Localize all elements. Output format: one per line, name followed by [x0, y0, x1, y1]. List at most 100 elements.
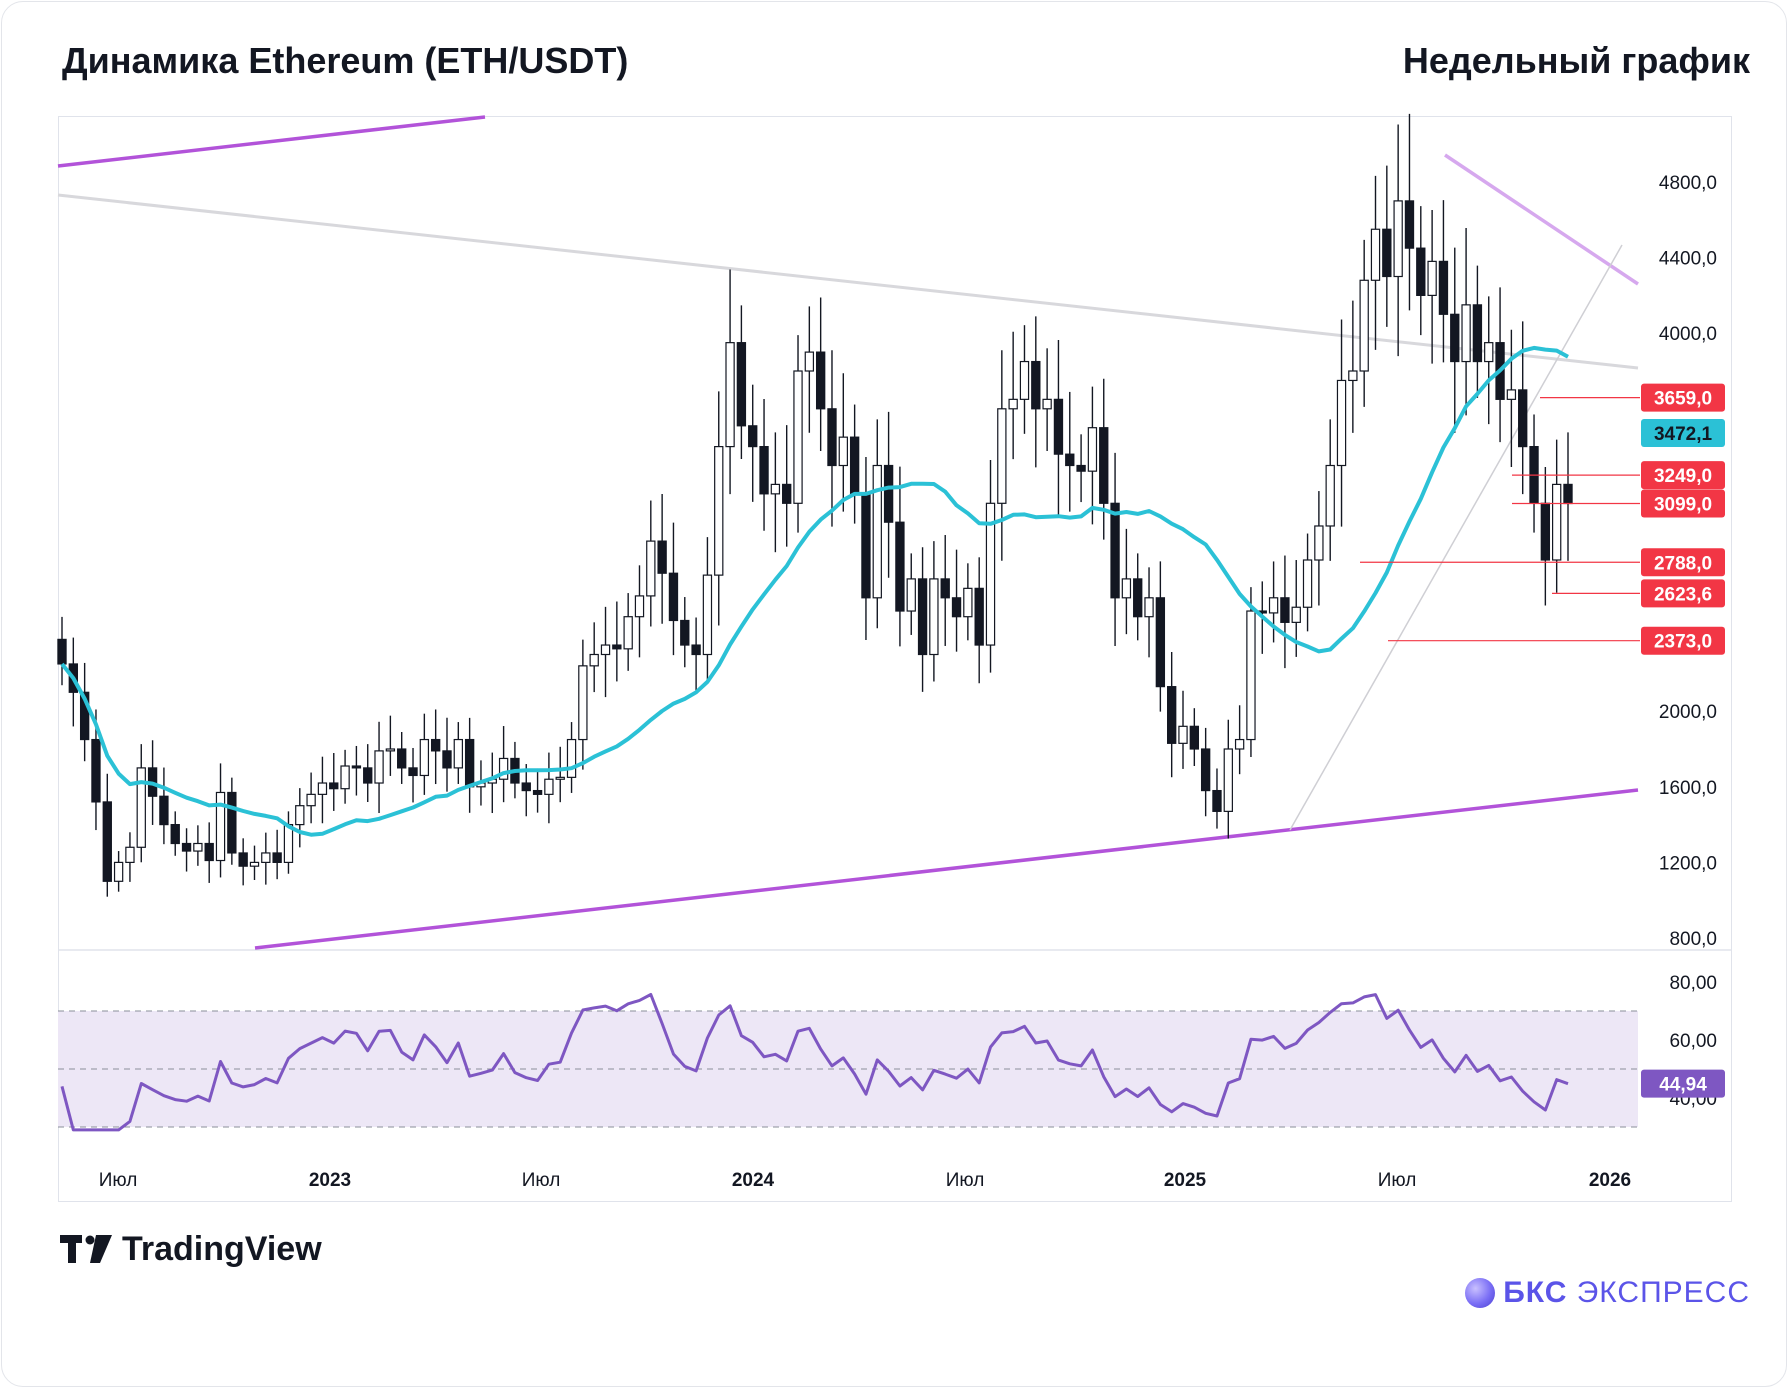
- candle-body: [363, 767, 373, 784]
- candle-body: [736, 342, 747, 427]
- level-label-2623,6: 2623,6: [1654, 584, 1712, 605]
- candle-body: [940, 578, 950, 599]
- candle-body: [895, 521, 905, 612]
- chart-title: Динамика Ethereum (ETH/USDT): [62, 40, 629, 81]
- candle-body: [815, 351, 826, 410]
- candle-body: [1099, 427, 1109, 504]
- candle-body: [1178, 725, 1188, 744]
- candle-body: [408, 767, 418, 777]
- candle-body: [1450, 313, 1460, 363]
- candle-body: [985, 502, 996, 646]
- candle-body: [340, 765, 350, 790]
- candle-body: [759, 446, 769, 495]
- candle-body: [714, 446, 724, 576]
- time-tick-Июл: Июл: [99, 1170, 138, 1191]
- level-label-3099,0: 3099,0: [1654, 494, 1712, 515]
- candle-body: [170, 823, 180, 845]
- candle-body: [317, 782, 328, 795]
- bcs-brand-light: ЭКСПРЕСС: [1576, 1276, 1750, 1309]
- candle-body: [159, 795, 169, 826]
- candle-body: [102, 801, 112, 882]
- candle-body: [79, 691, 90, 741]
- candle-body: [691, 644, 701, 656]
- candle-body: [1053, 398, 1064, 455]
- candle-body: [1325, 464, 1335, 527]
- candle-body: [1144, 597, 1154, 618]
- rsi-tick-60,00: 60,00: [1669, 1031, 1717, 1052]
- price-tick-4400,0: 4400,0: [1659, 249, 1717, 270]
- candle-body: [1336, 379, 1347, 467]
- candle-body: [578, 665, 588, 741]
- candle-body: [136, 767, 146, 848]
- resistance-line: [57, 193, 1639, 370]
- candle-body: [1314, 525, 1324, 561]
- rsi-value-label: 44,94: [1659, 1075, 1707, 1096]
- level-label-2373,0: 2373,0: [1654, 632, 1712, 653]
- candle-body: [974, 587, 984, 646]
- candle-body: [951, 597, 962, 618]
- candle-body: [238, 852, 248, 867]
- candle-body: [1268, 597, 1279, 614]
- candle-body: [193, 842, 203, 852]
- candle-body: [1234, 738, 1245, 750]
- level-label-3249,0: 3249,0: [1654, 466, 1712, 487]
- rising-trendline: [1289, 244, 1623, 831]
- candle-body: [589, 653, 599, 667]
- rsi-value-bg: [1641, 1069, 1725, 1098]
- candle-body: [1019, 360, 1030, 400]
- candle-body: [1291, 606, 1301, 623]
- candle-body: [657, 540, 667, 574]
- candle-body: [1076, 464, 1086, 472]
- candle-body: [295, 805, 305, 826]
- candle-body: [272, 852, 282, 864]
- candle-body: [249, 861, 260, 867]
- time-tick-Июл: Июл: [1378, 1170, 1417, 1191]
- bcs-express-logo: БКС ЭКСПРЕСС: [1465, 1276, 1750, 1310]
- candle-body: [1031, 360, 1041, 410]
- candle-body: [861, 493, 871, 599]
- candle-body: [770, 483, 781, 495]
- price-tick-800,0: 800,0: [1669, 929, 1717, 950]
- price-tick-4800,0: 4800,0: [1659, 173, 1717, 194]
- price-tick-1200,0: 1200,0: [1659, 853, 1717, 874]
- candle-body: [1506, 389, 1517, 400]
- candle-body: [702, 574, 713, 656]
- time-tick-2024: 2024: [732, 1170, 775, 1191]
- candle-body: [1552, 483, 1562, 561]
- candle-body: [204, 842, 214, 862]
- tradingview-wordmark: TradingView: [122, 1230, 322, 1268]
- candle-body: [227, 791, 237, 854]
- candle-body: [1427, 260, 1437, 297]
- candle-body: [849, 436, 860, 495]
- candle-body: [1223, 748, 1233, 812]
- candle-body: [1008, 398, 1018, 410]
- candle-body: [397, 748, 407, 769]
- level-label-bg: [1641, 548, 1725, 577]
- candle-body: [442, 750, 452, 769]
- candle-body: [883, 464, 894, 523]
- price-tick-4000,0: 4000,0: [1659, 324, 1717, 345]
- time-tick-2026: 2026: [1589, 1170, 1631, 1191]
- candle-body: [306, 793, 316, 807]
- level-label-bg: [1641, 383, 1725, 412]
- candle-body: [668, 572, 679, 622]
- candle-body: [181, 842, 192, 852]
- candle-body: [464, 738, 475, 788]
- candle-body: [1167, 686, 1177, 744]
- candle-body: [600, 644, 611, 656]
- candle-body: [1133, 578, 1143, 618]
- candle-body: [872, 464, 882, 599]
- candle-body: [646, 540, 656, 597]
- time-tick-2025: 2025: [1164, 1170, 1207, 1191]
- rsi-tick-80,00: 80,00: [1669, 973, 1717, 994]
- candle-body: [917, 578, 928, 656]
- moving-average-line: [60, 345, 1569, 837]
- bcs-sphere-icon: [1465, 1278, 1496, 1308]
- candle-body: [804, 351, 815, 372]
- candle-body: [374, 750, 384, 784]
- candle-body: [1438, 260, 1449, 315]
- candle-body: [1042, 398, 1052, 410]
- tradingview-icon: [60, 1234, 112, 1263]
